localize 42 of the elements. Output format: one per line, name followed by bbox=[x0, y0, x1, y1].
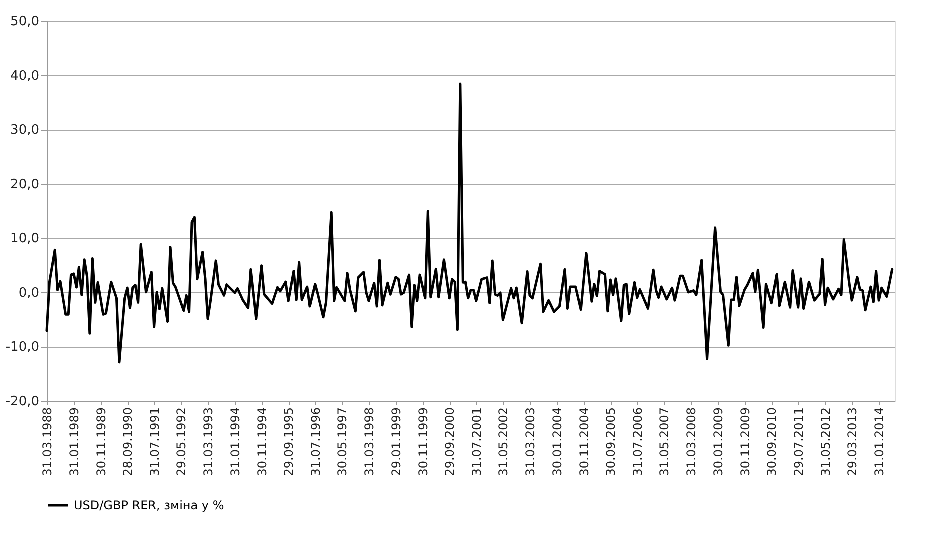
x-tick-label: 31.03.1988 bbox=[40, 408, 54, 476]
y-tick-label: -10,0 bbox=[6, 340, 40, 356]
y-tick-label: 30,0 bbox=[10, 123, 40, 138]
y-tick-label: -20,0 bbox=[6, 394, 40, 410]
x-tick-label: 29.09.1995 bbox=[282, 408, 296, 476]
x-tick-label: 31.05.2007 bbox=[658, 408, 672, 476]
x-tick-label: 31.07.2006 bbox=[630, 408, 645, 476]
x-tick-label: 29.07.2011 bbox=[792, 408, 806, 476]
x-tick-label: 30.11.2009 bbox=[738, 408, 752, 476]
x-tick-label: 31.01.1994 bbox=[228, 408, 242, 476]
x-tick-label: 31.03.2003 bbox=[523, 408, 538, 476]
x-tick-label: 29.01.1999 bbox=[389, 408, 404, 476]
x-tick-label: 28.09.1990 bbox=[121, 408, 136, 476]
x-tick-label: 29.05.1992 bbox=[174, 408, 189, 476]
x-tick-label: 30.01.2009 bbox=[712, 408, 726, 476]
x-tick-label: 30.11.1989 bbox=[94, 408, 108, 476]
x-tick-label: 30.11.1999 bbox=[416, 408, 430, 476]
x-tick-label: 31.07.1991 bbox=[148, 408, 162, 476]
x-tick-label: 31.01.2014 bbox=[872, 408, 887, 476]
line-series bbox=[46, 82, 894, 364]
x-tick-label: 31.07.1996 bbox=[308, 408, 323, 476]
x-tick-label: 30.01.2004 bbox=[550, 408, 564, 476]
x-tick-label: 31.07.2001 bbox=[470, 408, 484, 476]
legend-label: USD/GBP RER, зміна у % bbox=[74, 498, 224, 512]
x-tick-label: 30.11.2004 bbox=[577, 408, 592, 476]
y-tick-label: 40,0 bbox=[10, 68, 40, 84]
x-tick-label: 31.03.1998 bbox=[362, 408, 376, 476]
x-tick-label: 31.01.1989 bbox=[67, 408, 82, 476]
x-tick-label: 31.05.2002 bbox=[496, 408, 511, 476]
y-tick-label: 50,0 bbox=[10, 14, 40, 30]
x-tick-label: 29.03.2013 bbox=[846, 408, 860, 476]
y-tick-label: 20,0 bbox=[10, 177, 40, 192]
x-tick-label: 30.05.1997 bbox=[336, 408, 350, 476]
x-tick-label: 30.11.1994 bbox=[255, 408, 270, 476]
x-tick-label: 31.03.2008 bbox=[684, 408, 699, 476]
y-tick-label: 0,0 bbox=[18, 286, 40, 301]
x-tick-label: 31.05.2012 bbox=[818, 408, 833, 476]
x-tick-label: 31.03.1993 bbox=[201, 408, 216, 476]
x-tick-label: 30.09.2005 bbox=[604, 408, 618, 476]
x-tick-label: 29.09.2000 bbox=[443, 408, 458, 476]
y-tick-label: 10,0 bbox=[10, 232, 40, 247]
x-tick-label: 30.09.2010 bbox=[765, 408, 780, 476]
